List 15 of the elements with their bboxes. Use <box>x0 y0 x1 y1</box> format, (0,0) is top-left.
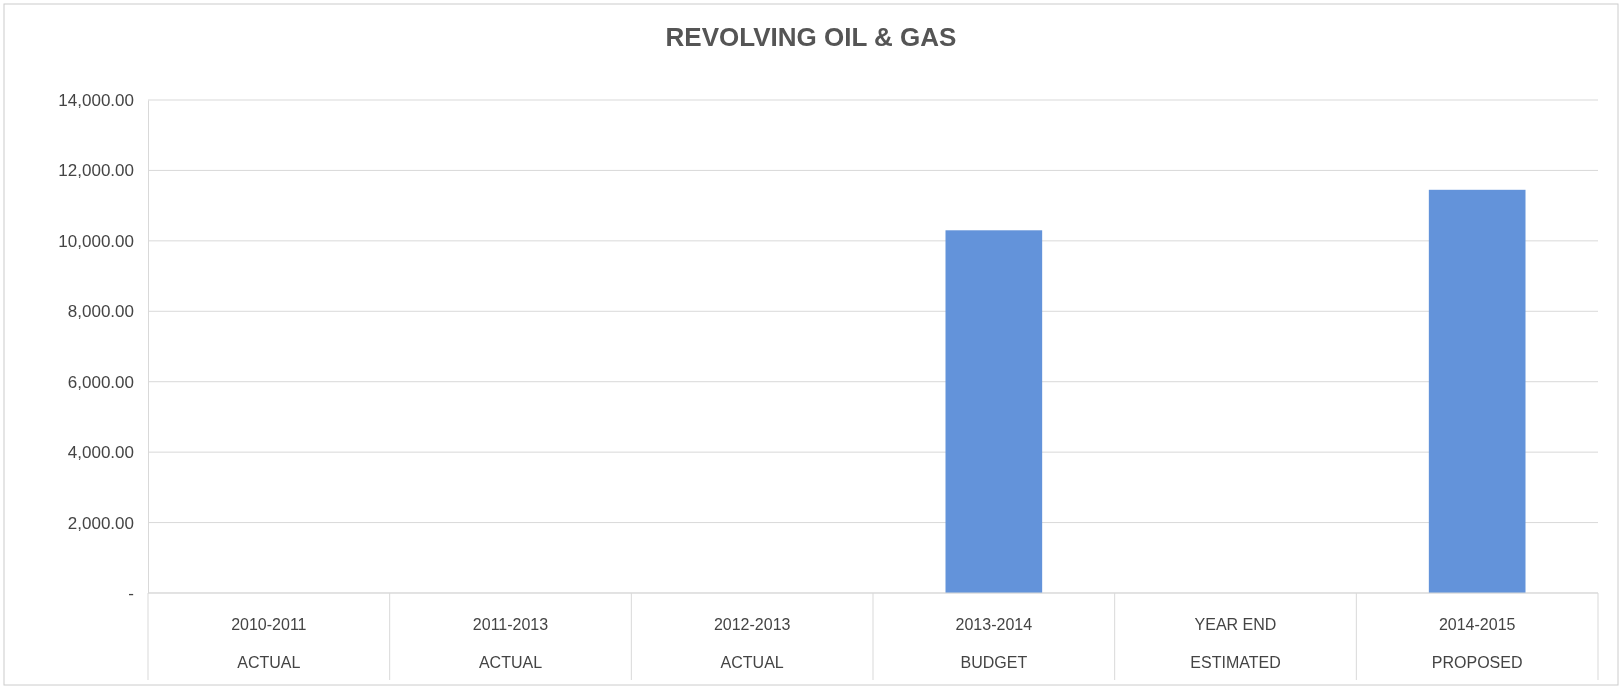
y-tick-label: 8,000.00 <box>67 302 134 322</box>
category-label: 2014-2015 PROPOSED <box>1431 616 1523 671</box>
category-label: 2013-2014 BUDGET <box>955 616 1033 671</box>
y-tick-label: 2,000.00 <box>67 513 134 533</box>
category-label: YEAR END ESTIMATED <box>1190 616 1281 671</box>
category-label: 2011-2013 ACTUAL <box>472 616 549 671</box>
category-label: 2010-2011 ACTUAL <box>231 616 307 671</box>
y-tick-label: 10,000.00 <box>58 231 134 251</box>
category-label: 2012-2013 ACTUAL <box>713 616 791 671</box>
y-tick-label: 6,000.00 <box>67 372 134 392</box>
y-tick-label: - <box>128 583 134 603</box>
y-tick-label: 12,000.00 <box>58 161 134 181</box>
y-tick-label: 14,000.00 <box>58 90 134 110</box>
y-tick-label: 4,000.00 <box>67 443 134 463</box>
chart-title: REVOLVING OIL & GAS <box>665 22 957 52</box>
